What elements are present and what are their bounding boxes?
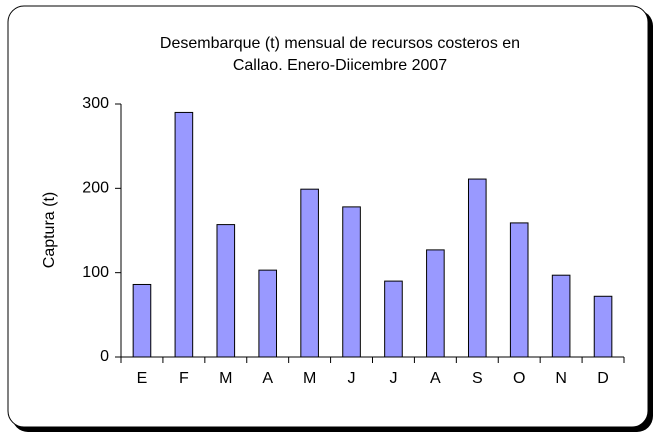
x-tick-label: J [348,370,356,387]
x-tick-label: M [219,370,232,387]
y-tick-label: 200 [82,180,109,197]
bar [384,280,403,358]
x-tick-label: S [472,370,483,387]
x-tick-label: M [303,370,316,387]
chart-title: Desembarque (t) mensual de recursos cost… [160,35,520,52]
bar [509,222,529,358]
y-tick-label: 0 [100,348,109,365]
bar [426,249,445,358]
bar [300,188,319,358]
x-tick-label: O [513,370,525,387]
bar [593,295,613,358]
bar [174,111,194,358]
frame [7,5,649,428]
x-tick-label: F [179,370,189,387]
x-tick-label: N [555,370,567,387]
x-tick-label: A [430,370,441,387]
y-tick-label: 300 [82,95,109,112]
y-axis-label: Captura (t) [41,192,58,268]
bar [467,178,487,358]
bar [132,283,152,358]
bar [216,224,236,358]
bar [551,274,571,358]
bar [342,206,361,358]
x-tick-label: D [597,370,609,387]
y-tick-label: 100 [82,264,109,281]
chart-title: Callao. Enero-Diicembre 2007 [233,57,447,74]
x-tick-label: E [137,370,148,387]
bar [258,269,278,358]
x-tick-label: J [389,370,397,387]
x-tick-label: A [262,370,273,387]
